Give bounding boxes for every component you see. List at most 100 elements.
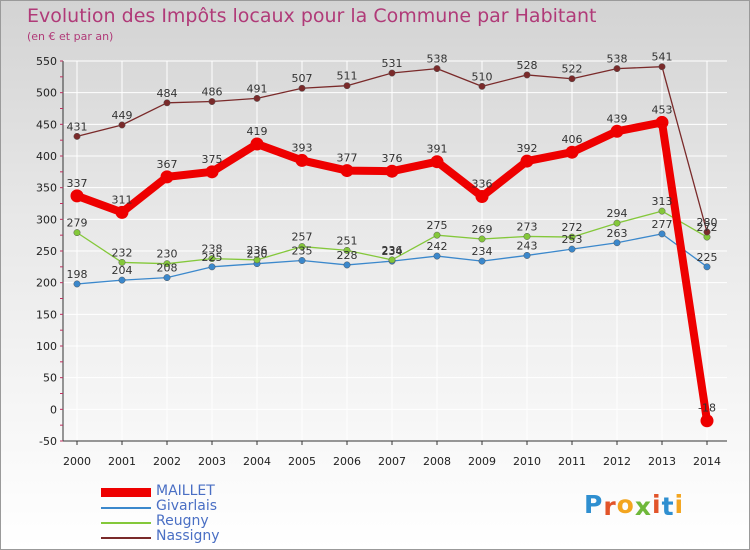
data-label-givarlais: 234: [472, 245, 493, 258]
data-label-givarlais: 235: [292, 245, 313, 258]
data-label-givarlais: 263: [607, 227, 628, 240]
data-point-nassigny: [658, 63, 666, 71]
brand-letter: o: [616, 490, 635, 519]
y-tick-label: 300: [36, 213, 57, 226]
x-tick-label: 2013: [648, 455, 676, 468]
data-label-maillet: 393: [292, 141, 313, 154]
data-point-maillet: [160, 170, 174, 184]
data-label-maillet: 392: [517, 142, 538, 155]
data-point-reugny: [523, 232, 531, 240]
x-tick-label: 2001: [108, 455, 136, 468]
data-label-maillet: 336: [472, 178, 493, 191]
data-point-reugny: [568, 233, 576, 241]
data-point-nassigny: [163, 99, 171, 107]
data-label-givarlais: 234: [382, 245, 403, 258]
data-point-reugny: [343, 246, 351, 254]
x-tick-label: 2005: [288, 455, 316, 468]
y-tick-label: 350: [36, 182, 57, 195]
data-label-maillet: -18: [698, 402, 716, 415]
data-label-reugny: 236: [247, 244, 268, 257]
y-tick-label: 150: [36, 308, 57, 321]
legend-item-nassigny: Nassigny: [101, 528, 301, 545]
legend-label: Reugny: [156, 513, 209, 529]
data-point-nassigny: [118, 121, 126, 129]
legend-item-reugny: Reugny: [101, 513, 301, 530]
x-tick-label: 2010: [513, 455, 541, 468]
chart-subtitle: (en € et par an): [27, 30, 114, 43]
data-label-givarlais: 277: [652, 218, 673, 231]
y-tick-label: 200: [36, 277, 57, 290]
data-label-givarlais: 204: [112, 264, 133, 277]
axes: -50 0 50 100 150 200 250 300 350 400 450 500 550 2000…: [36, 55, 727, 468]
data-point-nassigny: [388, 69, 396, 77]
x-tick-label: 2008: [423, 455, 451, 468]
data-point-nassigny: [478, 82, 486, 90]
data-point-maillet: [250, 137, 264, 151]
data-label-nassigny: 431: [67, 120, 88, 133]
data-label-reugny: 279: [67, 217, 88, 230]
data-label-givarlais: 198: [67, 268, 88, 281]
y-tick-label: 450: [36, 118, 57, 131]
legend-item-maillet: MAILLET: [101, 483, 301, 500]
data-label-givarlais: 242: [427, 240, 448, 253]
data-label-nassigny: 449: [112, 109, 133, 122]
data-point-maillet: [610, 124, 624, 138]
data-label-maillet: 375: [202, 153, 223, 166]
data-point-reugny: [658, 207, 666, 215]
data-label-nassigny: 484: [157, 87, 178, 100]
data-point-reugny: [253, 256, 261, 264]
data-label-reugny: 269: [472, 223, 493, 236]
data-label-maillet: 311: [112, 193, 133, 206]
data-point-maillet: [520, 154, 534, 168]
data-point-givarlais: [433, 252, 441, 260]
data-label-nassigny: 538: [607, 53, 628, 66]
data-label-nassigny: 510: [472, 70, 493, 83]
data-label-maillet: 391: [427, 143, 448, 156]
data-point-maillet: [655, 115, 669, 129]
brand-letter: t: [661, 492, 675, 521]
data-label-nassigny: 491: [247, 82, 268, 95]
data-label-givarlais: 243: [517, 239, 538, 252]
y-tick-label: 250: [36, 245, 57, 258]
data-point-nassigny: [73, 132, 81, 140]
data-label-nassigny: 486: [202, 86, 223, 99]
data-label-reugny: 238: [202, 243, 223, 256]
data-label-maillet: 406: [562, 133, 583, 146]
x-tick-label: 2004: [243, 455, 271, 468]
data-point-maillet: [385, 164, 399, 178]
data-label-nassigny: 522: [562, 63, 583, 76]
data-point-nassigny: [298, 84, 306, 92]
x-tick-label: 2012: [603, 455, 631, 468]
data-label-reugny: 273: [517, 220, 538, 233]
data-label-nassigny: 541: [652, 51, 673, 64]
x-tick-label: 2009: [468, 455, 496, 468]
data-point-givarlais: [118, 276, 126, 284]
data-point-maillet: [565, 145, 579, 159]
legend-label: Givarlais: [156, 498, 218, 514]
data-label-givarlais: 253: [562, 233, 583, 246]
brand-letter: P: [584, 490, 604, 519]
x-tick-label: 2011: [558, 455, 586, 468]
data-point-nassigny: [568, 75, 576, 83]
y-tick-label: 50: [43, 372, 57, 385]
data-label-reugny: 230: [157, 248, 178, 261]
data-label-reugny: 294: [607, 207, 628, 220]
data-point-maillet: [115, 205, 129, 219]
data-label-maillet: 337: [67, 177, 88, 190]
data-point-givarlais: [478, 257, 486, 265]
brand-letter: i: [652, 490, 662, 519]
data-label-reugny: 272: [562, 221, 583, 234]
x-tick-label: 2002: [153, 455, 181, 468]
data-label-maillet: 367: [157, 158, 178, 171]
legend-swatch: [101, 507, 151, 509]
data-label-nassigny: 280: [697, 216, 718, 229]
data-point-nassigny: [208, 98, 216, 105]
data-label-givarlais: 225: [202, 251, 223, 264]
data-label-nassigny: 507: [292, 72, 313, 85]
data-point-reugny: [118, 258, 126, 266]
data-label-nassigny: 511: [337, 70, 358, 83]
data-label-reugny: 275: [427, 219, 448, 232]
data-point-nassigny: [253, 94, 261, 102]
data-point-reugny: [388, 256, 396, 264]
data-label-givarlais: 230: [247, 248, 268, 261]
